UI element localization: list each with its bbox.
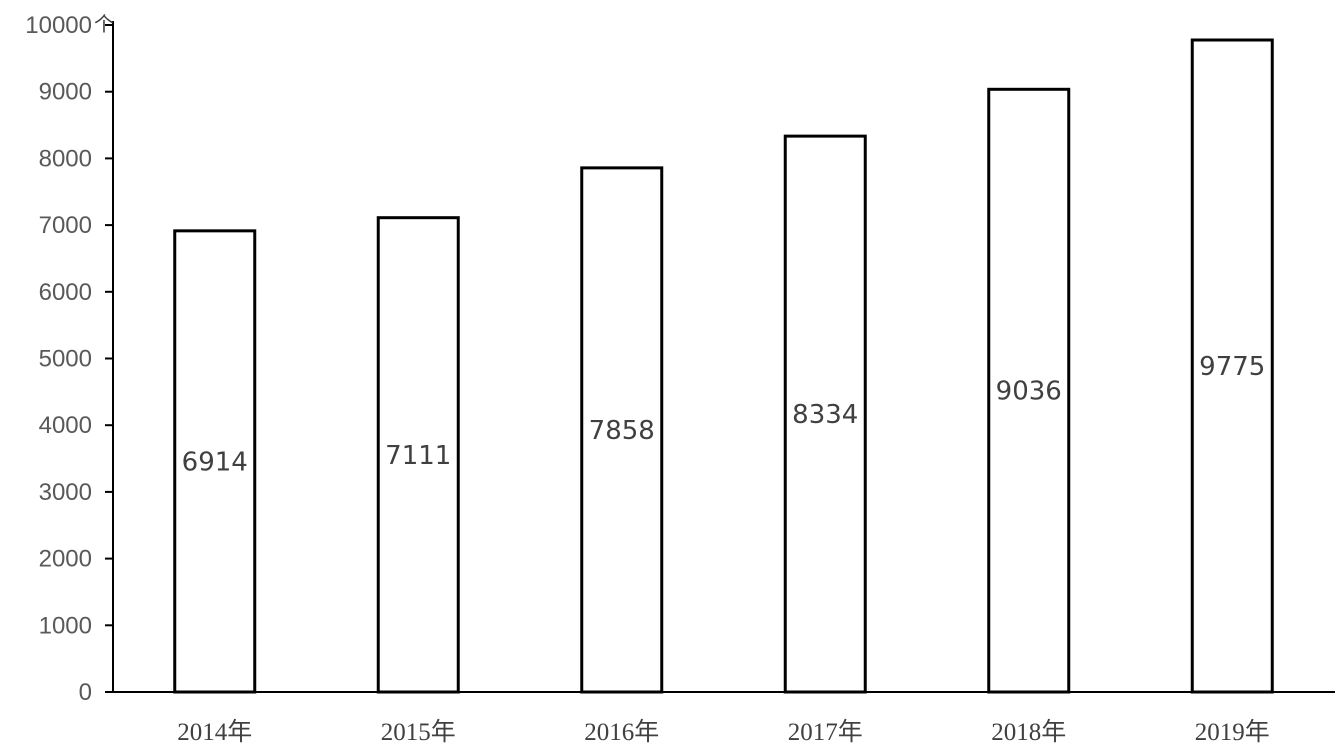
- y-tick-label: 2000: [39, 546, 92, 573]
- bar: [1190, 38, 1274, 694]
- x-tick-label: 2017年: [788, 718, 863, 746]
- data-label: 7858: [589, 416, 655, 446]
- y-tick-label: 3000: [39, 479, 92, 506]
- bar: [376, 216, 460, 694]
- data-label: 9036: [996, 377, 1062, 407]
- y-tick-label: 0: [79, 679, 92, 706]
- data-label: 8334: [792, 400, 858, 430]
- y-axis-ticks: 0 1000 2000 3000 4000 5000 6000 7000 8000 9000 100…: [25, 12, 113, 706]
- data-label: 6914: [182, 447, 248, 477]
- y-tick-label: 6000: [39, 279, 92, 306]
- x-tick-label: 2014年: [177, 718, 252, 746]
- data-label: 7111: [385, 441, 451, 471]
- y-tick-label: 5000: [39, 346, 92, 373]
- y-axis-unit: 个: [94, 12, 114, 36]
- x-tick-label: 2015年: [381, 718, 456, 746]
- data-label: 9775: [1199, 352, 1265, 382]
- y-tick-label: 10000: [25, 12, 92, 39]
- y-tick-label: 9000: [39, 79, 92, 106]
- x-tick-label: 2016年: [584, 718, 659, 746]
- data-labels-group: 6914 7111 7858 8334 9036 9775: [182, 352, 1266, 477]
- bar: [783, 134, 867, 694]
- x-tick-label: 2018年: [991, 718, 1066, 746]
- y-tick-label: 4000: [39, 412, 92, 439]
- y-tick-label: 1000: [39, 612, 92, 639]
- bars-group: [173, 38, 1274, 694]
- bar: [173, 229, 257, 694]
- bar: [580, 166, 664, 694]
- y-tick-label: 8000: [39, 145, 92, 172]
- x-tick-label: 2019年: [1195, 718, 1270, 746]
- x-axis-labels: 2014年 2015年 2016年 2017年 2018年 2019年: [177, 718, 1270, 746]
- y-tick-label: 7000: [39, 212, 92, 239]
